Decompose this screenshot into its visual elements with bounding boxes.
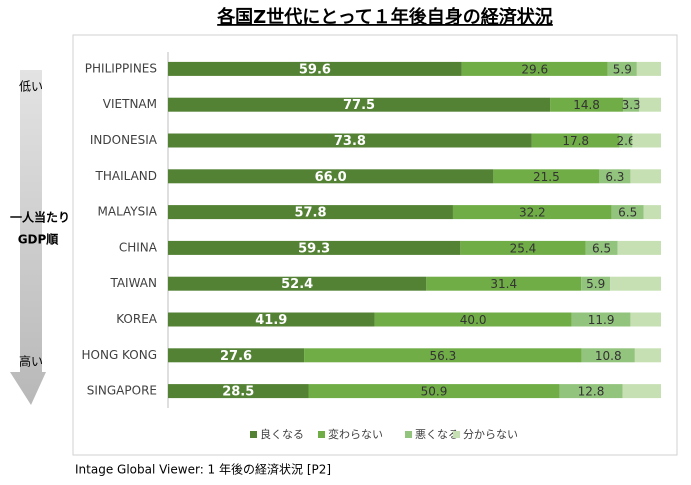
data-label: 11.9 xyxy=(588,313,615,327)
data-label: 27.6 xyxy=(220,349,252,364)
legend-label: 変わらない xyxy=(328,427,383,441)
bar-segment xyxy=(639,97,661,112)
y-tick-label: TAIWAN xyxy=(109,276,157,290)
plot-frame xyxy=(72,34,678,456)
data-label: 21.5 xyxy=(533,170,560,184)
data-label: 6.3 xyxy=(605,170,624,184)
bar-segment xyxy=(599,169,631,184)
bar-segment xyxy=(460,240,586,255)
y-tick-label: VIETNAM xyxy=(103,97,157,111)
bar-segment xyxy=(550,97,624,112)
bar-segment xyxy=(493,169,600,184)
data-label: 2.6 xyxy=(616,134,635,148)
bar-segment xyxy=(168,384,309,399)
data-label: 52.4 xyxy=(281,277,313,292)
chart-title: 各国Z世代にとって１年後自身の経済状況 xyxy=(216,6,553,28)
bar-segment xyxy=(617,240,661,255)
data-label: 6.5 xyxy=(592,241,611,255)
bar-segment xyxy=(452,205,612,220)
data-label: 57.8 xyxy=(294,206,326,221)
bar-segment xyxy=(630,169,661,184)
bar-segment xyxy=(426,276,582,291)
data-label: 31.4 xyxy=(490,277,517,291)
legend-swatch xyxy=(405,431,412,438)
y-tick-label: KOREA xyxy=(116,312,158,326)
bar-segment xyxy=(622,384,661,399)
data-label: 5.9 xyxy=(586,277,605,291)
data-label: 73.8 xyxy=(334,134,366,149)
bar-segment xyxy=(168,312,375,327)
bar-segment xyxy=(168,169,494,184)
bar-segment xyxy=(168,97,551,112)
data-label: 3.3 xyxy=(622,98,641,112)
data-label: 41.9 xyxy=(255,313,287,328)
data-label: 32.2 xyxy=(519,206,546,220)
bar-segment xyxy=(636,61,661,76)
bar-segment xyxy=(168,348,305,363)
annotation: 一人当たり xyxy=(10,210,70,225)
legend-swatch xyxy=(250,431,257,438)
bar-segment xyxy=(168,61,462,76)
bar-segment xyxy=(585,240,618,255)
data-label: 40.0 xyxy=(460,313,487,327)
bar-segment xyxy=(168,205,453,220)
bar-segment xyxy=(619,133,633,148)
legend-swatch xyxy=(453,431,460,438)
data-label: 29.6 xyxy=(521,62,548,76)
y-tick-label: CHINA xyxy=(119,240,158,254)
legend-swatch xyxy=(318,431,325,438)
y-tick-label: SINGAPORE xyxy=(87,384,157,398)
bar-segment xyxy=(623,97,640,112)
bar-segment xyxy=(308,384,560,399)
data-label: 25.4 xyxy=(510,241,537,255)
bar-segment xyxy=(531,133,620,148)
annotation: GDP順 xyxy=(18,232,60,247)
bar-segment xyxy=(168,133,532,148)
source-note: Intage Global Viewer: 1 年後の経済状況 [P2] xyxy=(75,462,331,477)
y-tick-label: INDONESIA xyxy=(90,133,158,147)
data-label: 5.9 xyxy=(613,62,632,76)
annotation: 高い xyxy=(19,354,43,369)
legend-label: 分からない xyxy=(463,428,518,441)
bar-segment xyxy=(630,312,661,327)
data-label: 59.6 xyxy=(299,62,331,77)
annotation: 低い xyxy=(19,80,43,94)
data-label: 28.5 xyxy=(222,385,254,400)
data-label: 56.3 xyxy=(429,349,456,363)
bar-segment xyxy=(304,348,582,363)
bar-segment xyxy=(168,240,461,255)
bar-segment xyxy=(168,276,427,291)
data-label: 66.0 xyxy=(315,170,347,185)
data-label: 17.8 xyxy=(562,134,589,148)
bar-segment xyxy=(581,348,635,363)
data-label: 77.5 xyxy=(343,98,375,113)
bar-segment xyxy=(611,205,644,220)
y-tick-label: THAILAND xyxy=(95,169,158,183)
bar-segment xyxy=(559,384,623,399)
data-label: 6.5 xyxy=(618,206,637,220)
data-label: 14.8 xyxy=(573,98,600,112)
bar-segment xyxy=(643,205,661,220)
y-tick-label: PHILIPPINES xyxy=(85,61,157,75)
bar-segment xyxy=(610,276,661,291)
y-tick-label: HONG KONG xyxy=(82,348,158,362)
data-label: 59.3 xyxy=(298,241,330,256)
bar-segment xyxy=(607,61,637,76)
legend-label: 悪くなる xyxy=(415,428,459,441)
bar-segment xyxy=(634,348,661,363)
gdp-arrow xyxy=(10,70,46,405)
legend-label: 良くなる xyxy=(260,427,304,441)
bar-segment xyxy=(571,312,631,327)
bar-segment xyxy=(632,133,661,148)
bar-segment xyxy=(461,61,608,76)
data-label: 12.8 xyxy=(578,385,605,399)
bar-segment xyxy=(581,276,611,291)
bar-segment xyxy=(374,312,572,327)
data-label: 10.8 xyxy=(595,349,622,363)
y-tick-label: MALAYSIA xyxy=(98,205,158,219)
data-label: 50.9 xyxy=(421,385,448,399)
